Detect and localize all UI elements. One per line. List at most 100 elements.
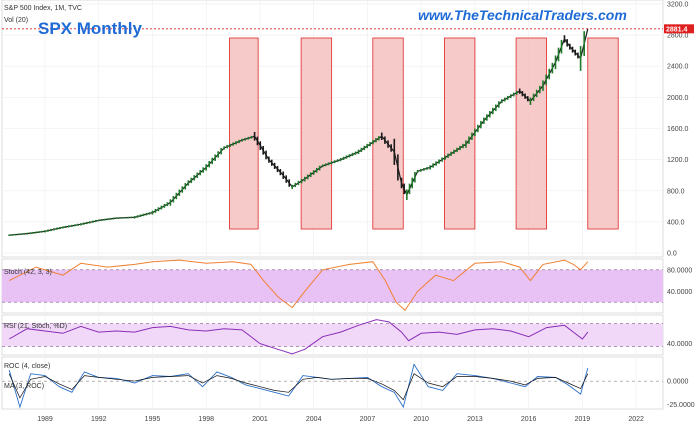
price-candle — [288, 179, 291, 187]
price-candle — [91, 220, 94, 223]
price-candle — [306, 174, 309, 180]
price-candle — [548, 68, 551, 80]
price-candle — [542, 80, 544, 91]
price-candle — [532, 93, 535, 102]
price-candle — [456, 147, 458, 153]
price-candle — [406, 189, 408, 200]
price-candle — [74, 224, 76, 227]
price-candle — [351, 152, 354, 157]
price-candle — [426, 167, 428, 170]
stoch-series — [8, 259, 589, 312]
x-tick: 1992 — [91, 416, 107, 423]
price-candle — [339, 158, 342, 162]
price-candle — [348, 154, 351, 158]
price-candle — [390, 144, 392, 152]
price-candle — [459, 145, 461, 151]
x-tick: 1989 — [37, 416, 53, 423]
price-candle — [497, 101, 500, 108]
price-candle — [560, 39, 563, 54]
price-candle — [372, 139, 374, 145]
price-candle — [133, 216, 136, 219]
price-candle — [515, 90, 518, 95]
price-candle — [419, 168, 422, 172]
price-candle — [154, 208, 157, 213]
price-candle — [378, 136, 380, 141]
price-y-tick: 3200.0 — [667, 1, 689, 8]
price-candle — [444, 155, 446, 160]
roc-series — [8, 363, 589, 409]
price-candle — [56, 227, 58, 230]
price-candle — [94, 219, 97, 223]
price-candle — [397, 154, 399, 181]
price-candle — [17, 233, 19, 236]
price-candle — [226, 145, 228, 149]
price-candle — [62, 226, 64, 229]
roc-ma-series — [8, 373, 589, 401]
price-candle — [423, 168, 425, 171]
price-candle — [181, 186, 184, 193]
symbol-line: S&P 500 Index, 1M, TVC — [4, 5, 82, 12]
price-candle — [142, 213, 145, 217]
price-candle — [566, 39, 568, 47]
price-candle — [136, 215, 139, 218]
price-candle — [441, 157, 443, 162]
price-candle — [238, 139, 240, 144]
price-candle — [97, 219, 100, 222]
price-candle — [229, 143, 231, 148]
price-candle — [489, 111, 491, 118]
volume-label: Vol (20) — [4, 17, 28, 24]
stoch-y-tick-labels: 80.0000 40.0000 — [667, 267, 692, 296]
roc-y-tick: 0.0000 — [667, 379, 689, 386]
price-candle — [503, 97, 506, 102]
price-candle — [342, 156, 345, 160]
price-candle — [336, 159, 339, 163]
price-candle — [50, 228, 52, 232]
price-candle — [118, 217, 121, 219]
price-candle — [429, 165, 431, 170]
price-candle — [160, 205, 163, 210]
price-candle — [563, 35, 566, 43]
price-candle — [403, 183, 405, 195]
price-candle — [380, 132, 383, 141]
price-candle — [121, 217, 124, 219]
highlight-zone-3 — [372, 37, 404, 230]
price-candles — [8, 31, 585, 237]
highlight-zone-4 — [444, 37, 476, 230]
price-candle — [387, 140, 389, 148]
price-candle — [474, 128, 476, 137]
price-candle — [193, 175, 196, 181]
price-candle — [357, 149, 360, 155]
price-candle — [270, 159, 273, 166]
x-tick: 2022 — [628, 416, 644, 423]
price-candle — [432, 163, 434, 168]
price-candle — [166, 202, 169, 207]
price-candle — [184, 183, 187, 190]
price-candle — [384, 136, 386, 144]
price-candle — [145, 212, 148, 216]
price-candle — [318, 165, 321, 171]
price-candle — [518, 88, 521, 94]
price-y-tick: 2400.0 — [667, 64, 689, 71]
price-candle — [175, 192, 178, 200]
x-tick: 2010 — [413, 416, 429, 423]
price-candle — [453, 149, 455, 155]
price-candle — [477, 124, 479, 133]
price-candle — [244, 137, 246, 141]
last-price-badge-box — [664, 24, 694, 34]
price-candle — [178, 189, 181, 196]
price-candle — [554, 55, 557, 70]
price-candle — [199, 169, 202, 176]
price-candle — [408, 183, 411, 195]
price-candle — [115, 217, 118, 219]
x-tick: 2016 — [521, 416, 537, 423]
price-candle — [435, 161, 437, 166]
price-candle — [539, 85, 541, 94]
price-candle — [80, 223, 82, 226]
price-candle — [169, 199, 172, 206]
price-candle — [235, 141, 237, 145]
price-y-tick: 2000.0 — [667, 95, 689, 102]
price-candle — [220, 148, 222, 155]
price-candle — [65, 225, 67, 228]
price-candle — [324, 163, 327, 167]
